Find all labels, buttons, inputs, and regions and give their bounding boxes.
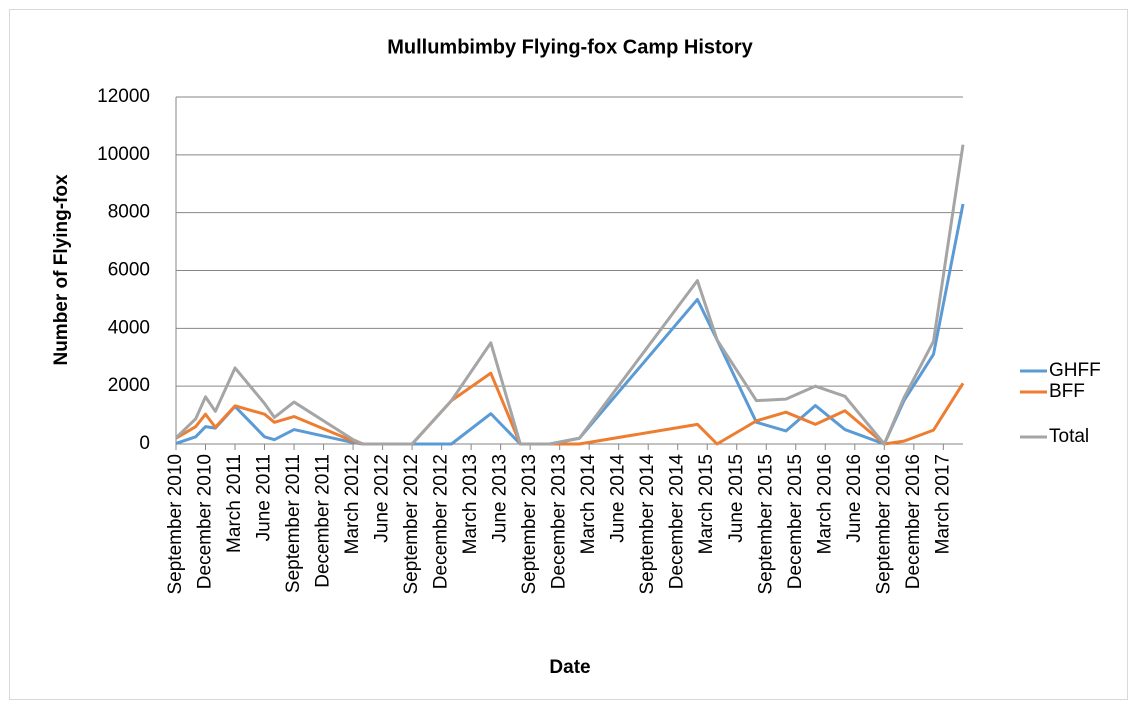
x-tick-label: September 2010 (165, 454, 186, 595)
x-tick-label: September 2014 (637, 454, 658, 595)
x-tick-label: June 2012 (372, 454, 393, 543)
series-line (174, 144, 965, 446)
chart-border (9, 9, 1128, 700)
legend-label: GHFF (1049, 360, 1101, 381)
x-tick-label: June 2014 (608, 454, 629, 543)
y-tick-label: 10000 (97, 144, 150, 165)
x-tick-label: March 2015 (696, 454, 717, 554)
x-tick-label: December 2013 (549, 454, 570, 589)
x-tick-label: March 2014 (578, 454, 599, 555)
chart-title: Mullumbimby Flying-fox Camp History (387, 36, 753, 58)
x-tick-label: December 2015 (785, 454, 806, 589)
x-tick-label: March 2016 (814, 454, 835, 554)
x-tick-label: June 2015 (726, 454, 747, 543)
x-tick-label: December 2011 (313, 454, 334, 588)
x-tick-label: September 2015 (755, 454, 776, 595)
x-tick-label: September 2016 (873, 454, 894, 595)
y-tick-label: 4000 (108, 317, 150, 338)
series-line (175, 371, 965, 446)
x-tick-label: September 2012 (401, 454, 422, 595)
y-tick-label: 2000 (108, 375, 150, 396)
series-line (175, 203, 965, 446)
y-tick-label: 0 (139, 433, 150, 454)
x-tick-label: December 2014 (667, 454, 688, 590)
legend-label: BFF (1049, 381, 1085, 402)
x-tick-label: March 2017 (932, 454, 953, 554)
y-tick-label: 8000 (108, 202, 150, 223)
y-axis-title: Number of Flying-fox (51, 174, 72, 365)
y-tick-label: 12000 (97, 86, 150, 107)
x-axis-title: Date (549, 657, 590, 678)
x-tick-label: June 2011 (254, 454, 275, 541)
x-tick-label: June 2013 (490, 454, 511, 543)
x-tick-label: September 2011 (283, 454, 304, 593)
x-tick-label: June 2016 (844, 454, 865, 543)
y-tick-label: 6000 (108, 260, 150, 281)
x-tick-label: March 2011 (224, 454, 245, 553)
legend-label: Total (1049, 426, 1089, 447)
x-tick-label: March 2012 (342, 454, 363, 554)
x-tick-label: September 2013 (519, 454, 540, 595)
x-tick-label: March 2013 (460, 454, 481, 554)
x-tick-label: December 2012 (431, 454, 452, 589)
x-tick-label: December 2010 (195, 454, 216, 589)
x-tick-label: December 2016 (903, 454, 924, 589)
